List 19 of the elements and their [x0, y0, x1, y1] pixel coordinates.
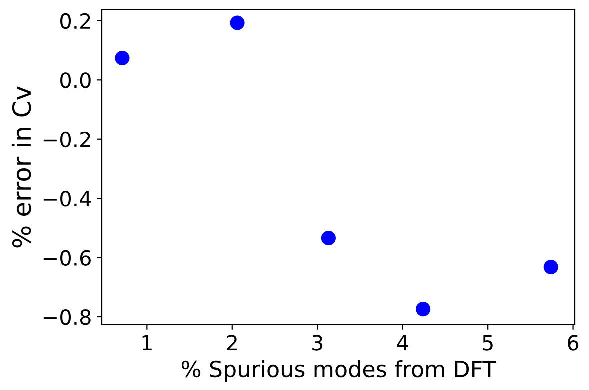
- y-tick-label: 0.2: [60, 13, 90, 30]
- point: [115, 50, 130, 66]
- x-tick-label: 5: [483, 335, 493, 351]
- point: [230, 16, 245, 30]
- y-tick-label: 0.0: [60, 72, 91, 88]
- x-axis-title: % Spurious modes from DFT: [182, 360, 496, 382]
- x-tick-label: 3: [312, 335, 323, 351]
- point: [544, 260, 558, 275]
- y-tick-label: −0.2: [44, 132, 90, 148]
- x-tick-label: 2: [227, 335, 237, 351]
- point: [321, 230, 336, 246]
- y-tick-label: −0.8: [44, 309, 91, 326]
- y-tick-label: −0.4: [44, 191, 92, 207]
- x-tick-label: 1: [142, 335, 152, 351]
- y-axis-title: % error in Cv: [12, 86, 32, 248]
- x-tick-label: 4: [397, 335, 408, 351]
- y-tick-label: −0.6: [44, 250, 91, 266]
- x-tick-label: 6: [568, 335, 579, 351]
- point: [416, 302, 431, 317]
